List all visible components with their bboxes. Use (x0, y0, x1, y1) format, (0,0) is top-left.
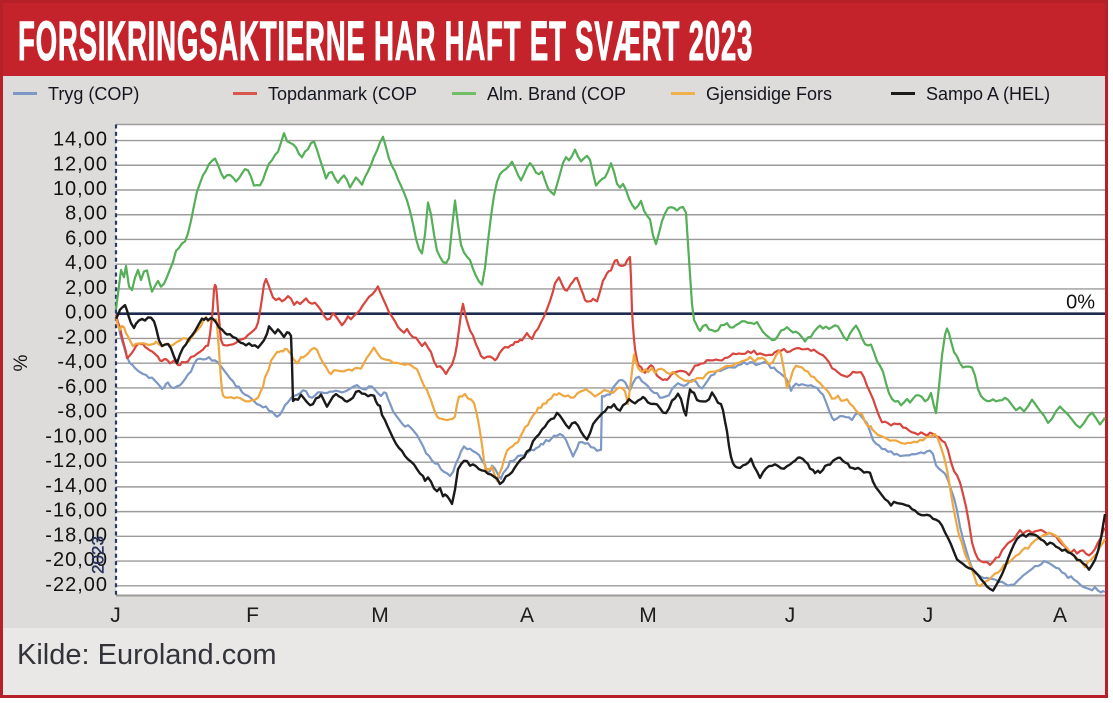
svg-text:-18,00: -18,00 (45, 524, 108, 546)
svg-text:M: M (371, 604, 389, 627)
svg-text:-20,00: -20,00 (45, 549, 108, 571)
svg-text:-8,00: -8,00 (57, 401, 108, 423)
svg-text:0,00: 0,00 (65, 302, 108, 324)
svg-text:-16,00: -16,00 (45, 500, 108, 522)
svg-text:-10,00: -10,00 (45, 425, 108, 447)
svg-text:10,00: 10,00 (53, 178, 108, 200)
svg-text:%: % (11, 354, 32, 371)
svg-text:J: J (923, 604, 934, 627)
svg-text:F: F (246, 604, 259, 627)
svg-text:-12,00: -12,00 (45, 450, 108, 472)
svg-text:6,00: 6,00 (65, 228, 108, 250)
svg-text:A: A (1053, 604, 1067, 627)
svg-text:A: A (520, 604, 534, 627)
svg-text:0%: 0% (1066, 292, 1095, 314)
svg-text:M: M (639, 604, 657, 627)
svg-text:-4,00: -4,00 (57, 351, 108, 373)
svg-text:8,00: 8,00 (65, 203, 108, 225)
svg-text:-6,00: -6,00 (57, 376, 108, 398)
svg-text:2,00: 2,00 (65, 277, 108, 299)
svg-text:-2,00: -2,00 (57, 326, 108, 348)
svg-text:-14,00: -14,00 (45, 475, 108, 497)
svg-text:-22,00: -22,00 (45, 574, 108, 596)
svg-text:J: J (785, 604, 796, 627)
svg-text:4,00: 4,00 (65, 252, 108, 274)
svg-text:J: J (110, 604, 121, 627)
svg-text:12,00: 12,00 (53, 153, 108, 175)
svg-text:14,00: 14,00 (53, 129, 108, 151)
svg-text:2023: 2023 (89, 536, 108, 574)
